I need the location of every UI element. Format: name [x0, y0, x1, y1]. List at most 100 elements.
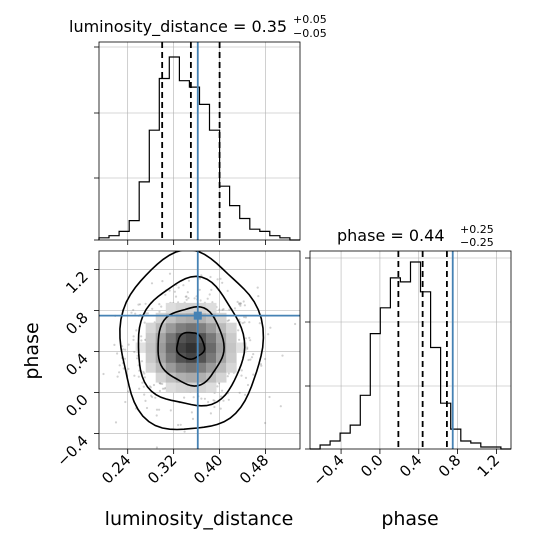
sample-point	[133, 350, 136, 354]
sample-point	[252, 353, 255, 356]
phase-panel: −0.4 0.0 0.4 0.8 1.2 phase = 0.44 +0.25 −0.2…	[305, 223, 512, 530]
phase-xtick-label-2: 0.4	[396, 451, 426, 481]
density-block	[216, 332, 227, 343]
sample-point	[226, 289, 229, 292]
luminosity-distance-title-minus: −0.05	[293, 27, 327, 40]
sample-point	[94, 339, 96, 341]
density-block	[216, 342, 227, 353]
joint-ytick-label-1: 0.0	[62, 391, 92, 421]
joint-yticks: −0.4 0.0 0.4 0.8 1.2	[53, 268, 99, 470]
sample-point	[132, 338, 135, 341]
sample-point	[185, 295, 188, 298]
sample-point	[256, 286, 259, 289]
phase-title-name: phase	[337, 226, 385, 245]
luminosity-distance-xticks	[127, 240, 266, 245]
sample-point	[259, 363, 262, 366]
density-block	[226, 352, 237, 363]
sample-point	[184, 295, 187, 298]
density-block	[175, 312, 187, 324]
phase-quantile-lines	[397, 251, 448, 449]
sample-point	[122, 348, 125, 351]
sample-point	[151, 395, 154, 399]
density-block	[185, 352, 197, 363]
sample-point	[169, 409, 172, 412]
density-block	[216, 362, 227, 373]
sample-point	[243, 316, 246, 319]
sample-point	[133, 374, 136, 377]
sample-point	[145, 312, 148, 315]
sample-point	[143, 376, 146, 379]
sample-point	[207, 400, 210, 404]
density-block	[206, 342, 217, 353]
sample-point	[118, 371, 121, 374]
luminosity-distance-title-name: luminosity_distance	[69, 17, 228, 37]
sample-point	[244, 376, 248, 379]
density-block	[195, 382, 207, 393]
density-block	[216, 322, 227, 334]
density-block	[185, 332, 197, 343]
sample-point	[143, 393, 146, 396]
sample-point	[174, 295, 178, 298]
sample-point	[116, 375, 119, 378]
sample-point	[132, 335, 135, 338]
density-block	[206, 382, 217, 393]
density-block	[155, 312, 167, 324]
sample-point	[155, 408, 159, 411]
sample-point	[244, 337, 247, 340]
sample-point	[146, 312, 149, 315]
sample-point	[228, 308, 231, 311]
sample-point	[123, 357, 127, 360]
phase-xtick-label-4: 1.2	[474, 451, 504, 481]
density-block	[195, 362, 207, 373]
sample-point	[124, 348, 127, 351]
density-block	[165, 312, 177, 324]
density-block	[185, 322, 197, 334]
sample-point	[252, 373, 255, 376]
sample-point	[244, 393, 247, 396]
sample-point	[138, 387, 141, 390]
sample-point	[216, 385, 219, 388]
sample-point	[206, 297, 209, 300]
joint-xtick-label-3: 0.48	[236, 451, 272, 487]
sample-point	[124, 400, 127, 404]
density-block	[226, 332, 237, 343]
density-block	[165, 332, 177, 343]
joint-ytick-label-3: 0.8	[62, 309, 92, 339]
sample-point	[136, 357, 139, 360]
sample-point	[164, 293, 167, 296]
density-block	[195, 302, 207, 314]
sample-point	[216, 278, 219, 281]
sample-point	[294, 322, 297, 326]
joint-xtick-label-1: 0.32	[144, 451, 180, 487]
sample-point	[158, 408, 161, 411]
sample-point	[192, 396, 195, 399]
sample-point	[182, 284, 185, 287]
density-block	[185, 312, 197, 324]
sample-point	[269, 326, 272, 329]
sample-point	[143, 321, 146, 324]
sample-point	[264, 421, 267, 425]
sample-point	[177, 423, 180, 427]
phase-title-minus: −0.25	[460, 236, 494, 249]
sample-point	[160, 305, 163, 308]
sample-point	[221, 281, 224, 284]
sample-point	[242, 300, 245, 303]
sample-point	[154, 396, 157, 399]
sample-point	[222, 399, 225, 402]
density-block	[165, 302, 177, 314]
phase-xticks: −0.4 0.0 0.4 0.8 1.2	[309, 449, 503, 490]
density-block	[216, 352, 227, 363]
phase-yticks	[305, 257, 310, 450]
sample-point	[127, 343, 130, 346]
density-block	[155, 352, 167, 363]
phase-frame	[309, 250, 512, 450]
density-block	[195, 352, 207, 363]
sample-point	[244, 316, 247, 319]
density-block	[165, 372, 177, 383]
sample-point	[222, 308, 225, 311]
density-block	[165, 352, 177, 363]
sample-point	[199, 299, 202, 302]
sample-point	[116, 352, 119, 355]
density-block	[206, 322, 217, 334]
sample-point	[127, 390, 130, 393]
